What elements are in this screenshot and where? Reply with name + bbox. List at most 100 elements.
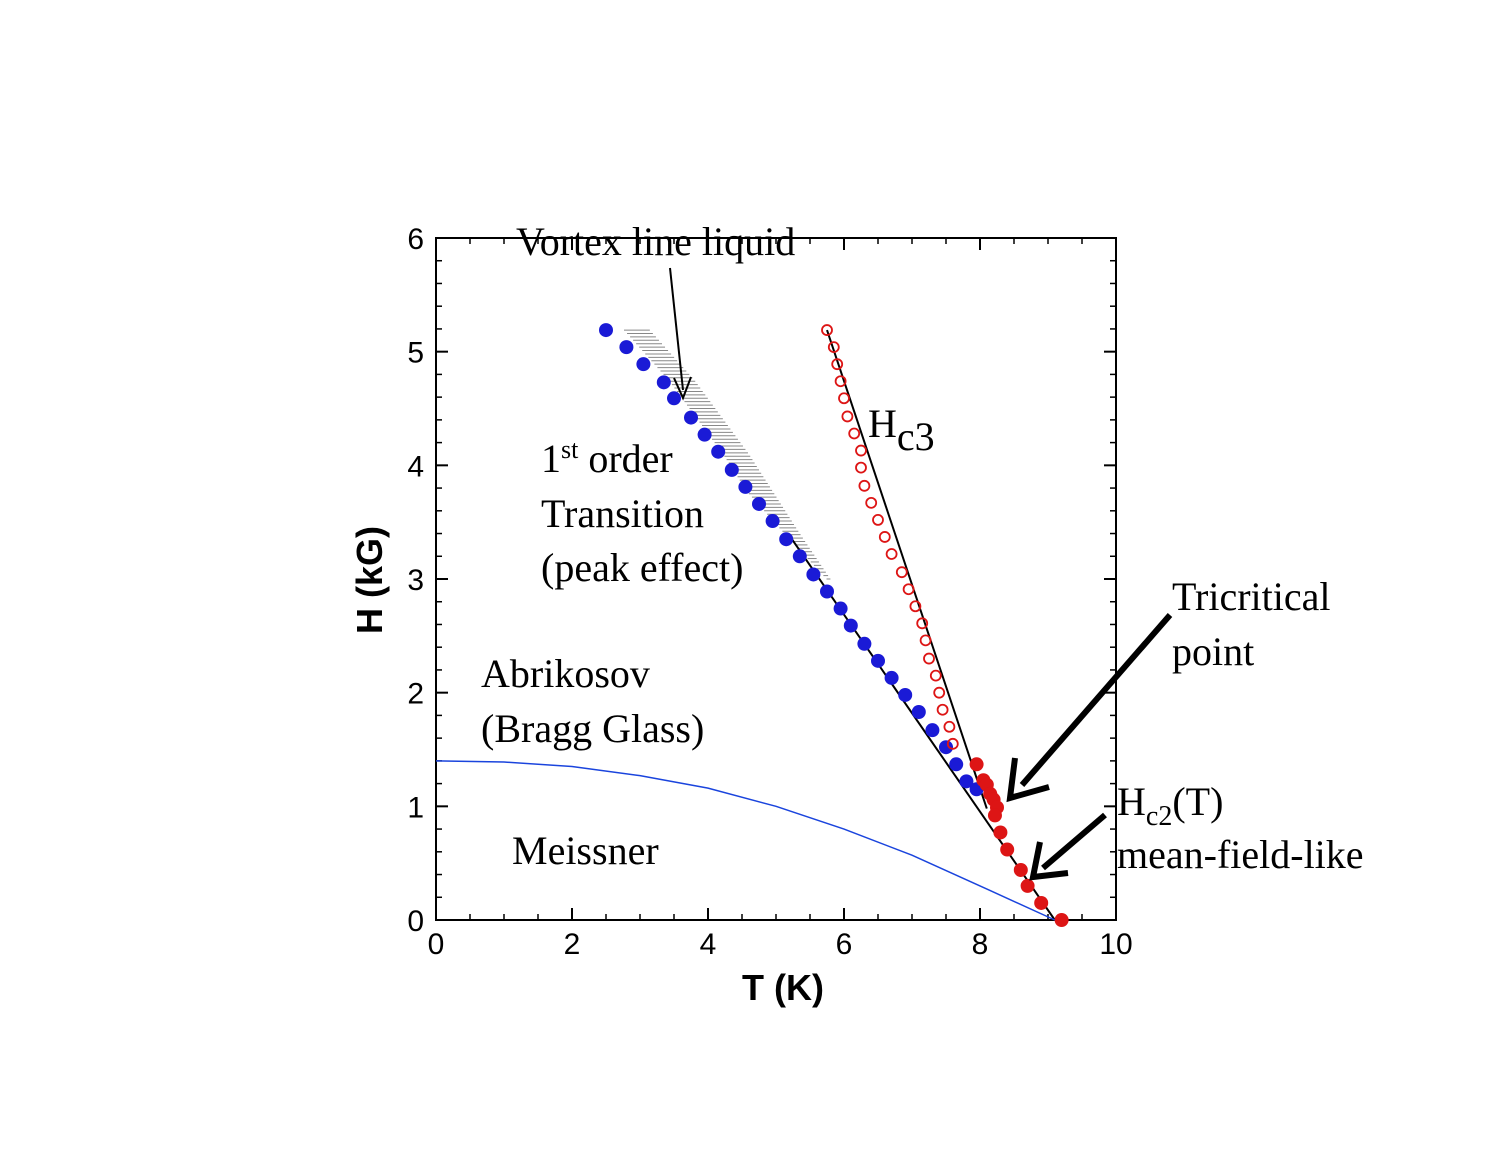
data-point-series-3 [933,686,946,699]
data-point-series-1 [697,427,712,442]
tricritical-arrow-head [1006,757,1050,803]
data-point-series-1 [959,774,974,789]
y-axis-title: H (kG) [349,526,390,634]
data-point-series-2 [1013,862,1028,877]
data-point-series-1 [667,391,681,406]
x-tick-label: 0 [428,928,445,961]
plot-border [435,237,1117,921]
peak-effect-label: (peak effect) [541,545,743,590]
axis-labels: T (K) H (kG) [349,526,824,1008]
data-point-series-1 [925,723,940,738]
x-tick-label: 2 [564,928,581,961]
hc2-label: Hc2(T) [1117,779,1223,832]
mean-field-label: mean-field-like [1117,832,1364,877]
data-point-series-3 [902,583,915,596]
y-tick-label: 1 [407,791,424,824]
data-point-series-3 [821,324,833,336]
data-point-series-1 [949,757,964,772]
data-point-series-3 [858,479,871,492]
y-tick-label: 6 [407,223,424,256]
y-tick-label: 4 [407,450,424,483]
first-order-rest: order [578,436,672,481]
data-point-series-1 [833,601,848,616]
data-point-series-1 [656,375,671,390]
axis-ticks: 0 2 4 6 8 10 0 1 2 3 4 5 6 [407,223,1132,961]
bragg-glass-label: (Bragg Glass) [481,706,704,751]
x-tick-label: 8 [972,928,989,961]
data-point-series-3 [916,617,929,630]
data-point-series-3 [827,341,840,354]
data-points [599,323,1069,927]
x-axis-title: T (K) [742,967,824,1008]
first-order-num: 1 [541,436,561,481]
vortex-arrow-head [673,376,692,401]
data-point-series-3 [878,531,891,543]
hc3-label: Hc3 [868,401,935,459]
vortex-liquid-label: Vortex line liquid [516,219,795,264]
hatched-band [623,329,831,580]
data-point-series-3 [831,358,844,371]
y-tick-label: 0 [407,905,424,938]
data-point-series-2 [969,757,984,772]
data-point-series-3 [865,496,878,509]
data-point-series-3 [872,513,884,526]
y-tick-label: 3 [407,564,424,597]
data-point-series-1 [792,549,807,564]
data-point-series-1 [599,323,613,338]
data-point-series-3 [895,566,908,579]
data-point-series-3 [841,410,854,423]
data-point-series-1 [806,567,821,582]
data-point-series-1 [724,462,739,477]
transition-label: Transition [541,491,704,536]
data-point-series-1 [911,704,926,719]
data-point-series-3 [929,669,942,682]
data-point-series-1 [765,514,780,529]
abrikosov-label: Abrikosov [481,651,650,696]
data-point-series-2 [1020,878,1035,893]
data-point-series-3 [848,427,861,440]
data-point-series-1 [636,357,651,372]
first-order-superscript: st [561,435,579,464]
data-point-series-1 [779,532,794,547]
annotations: Vortex line liquid 1st order Transition … [481,219,1364,877]
tricritical-point-label: point [1172,629,1254,674]
hc3-main: H [868,401,897,446]
tricritical-arrow-line [1019,613,1173,787]
data-point-series-3 [936,703,949,716]
data-point-series-1 [738,479,753,494]
data-point-series-3 [946,737,959,750]
data-point-series-1 [752,496,766,511]
data-point-series-2 [993,825,1008,840]
data-point-series-1 [939,740,953,755]
data-point-series-3 [923,652,935,665]
y-tick-label: 2 [407,678,424,711]
data-point-series-1 [820,584,834,599]
meissner-label: Meissner [512,828,659,873]
hc3-subscript: c3 [897,414,935,459]
data-point-series-3 [885,548,898,560]
hc2-main: H [1117,779,1146,824]
x-tick-label: 10 [1099,928,1132,961]
plot-frame [435,237,1117,921]
vortex-arrow-line [669,267,684,391]
first-order-label: 1st order [541,435,673,481]
tricritical-label: Tricritical [1172,574,1331,619]
data-point-series-1 [843,618,858,633]
hc2-arrow-head [1029,841,1069,881]
data-point-series-1 [711,444,726,459]
annotation-arrows [669,267,1173,881]
data-point-series-3 [943,720,956,733]
data-point-series-2 [1054,913,1069,927]
data-point-series-1 [619,340,634,355]
data-point-series-2 [1000,842,1015,857]
data-point-series-1 [871,653,885,668]
x-tick-label: 4 [700,928,717,961]
line-meissner-boundary [435,760,1056,921]
data-point-series-2 [1034,895,1049,910]
line-fit-first-order [788,535,1056,921]
data-point-series-3 [838,392,850,405]
data-point-series-3 [855,461,867,474]
hc2-subscript: c2 [1146,801,1172,832]
data-point-series-1 [884,670,899,685]
